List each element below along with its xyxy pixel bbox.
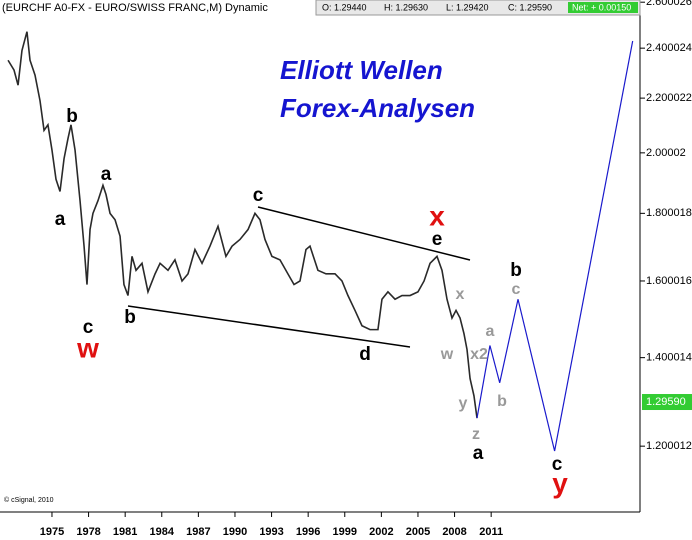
series-line [476, 40, 634, 452]
wave-label: a [486, 323, 495, 340]
ohlc-value: Net: + 0.00150 [572, 2, 631, 12]
wave-label: x [456, 286, 465, 303]
wave-label: c [83, 317, 94, 338]
wave-label: a [473, 443, 484, 464]
trend-line [257, 206, 471, 261]
wave-label: d [359, 344, 371, 365]
ohlc-value: L: 1.29420 [446, 2, 489, 12]
x-tick-label: 1999 [333, 526, 357, 538]
wave-label: x2 [470, 346, 488, 363]
chart-title: Elliott Wellen [280, 55, 443, 85]
series-line [7, 31, 478, 419]
x-tick-label: 1996 [296, 526, 320, 538]
ohlc-value: C: 1.29590 [508, 2, 552, 12]
wave-label: b [124, 307, 136, 328]
x-tick-label: 2005 [406, 526, 430, 538]
x-tick-label: 2011 [479, 526, 503, 538]
y-tick-label: 2.400024 [646, 42, 692, 54]
wave-label: w [440, 346, 454, 363]
y-tick-label: 1.200012 [646, 440, 692, 452]
wave-label: y [459, 395, 468, 412]
y-tick-label: 1.600016 [646, 275, 692, 287]
y-tick-label: 2.200022 [646, 92, 692, 104]
x-tick-label: 1990 [223, 526, 247, 538]
x-tick-label: 2008 [442, 526, 466, 538]
x-tick-label: 1984 [150, 526, 175, 538]
ohlc-value: H: 1.29630 [384, 2, 428, 12]
x-tick-label: 1987 [186, 526, 210, 538]
wave-label: x [429, 200, 445, 231]
ohlc-box [315, 0, 641, 16]
x-tick-label: 2002 [369, 526, 393, 538]
x-tick-label: 1981 [113, 526, 137, 538]
x-tick-label: 1978 [76, 526, 100, 538]
wave-label: c [552, 454, 563, 475]
wave-label: c [253, 185, 264, 206]
wave-label: c [512, 281, 521, 298]
trend-line [127, 305, 411, 348]
chart-title: Forex-Analysen [280, 93, 475, 123]
x-tick-label: 1975 [40, 526, 64, 538]
chart-header: (EURCHF A0-FX - EURO/SWISS FRANC,M) Dyna… [2, 2, 268, 14]
wave-label: w [76, 332, 99, 363]
wave-label: b [497, 393, 507, 410]
last-price-box [642, 394, 692, 411]
wave-label: a [101, 164, 112, 185]
y-tick-label: 2.00002 [646, 147, 686, 159]
copyright: © cSignal, 2010 [4, 496, 54, 504]
last-price-label: 1.29590 [646, 396, 686, 408]
wave-label: z [472, 426, 480, 443]
wave-label: b [66, 106, 78, 127]
ohlc-value: O: 1.29440 [322, 2, 367, 12]
net-box [568, 2, 638, 13]
wave-label: y [552, 467, 568, 498]
y-tick-label: 1.400014 [646, 352, 692, 364]
wave-label: a [55, 209, 66, 230]
y-tick-label: 1.800018 [646, 207, 692, 219]
x-tick-label: 1993 [259, 526, 283, 538]
wave-label: b [510, 260, 522, 281]
wave-label: e [432, 229, 443, 250]
y-tick-label: 2.600026 [646, 0, 692, 8]
